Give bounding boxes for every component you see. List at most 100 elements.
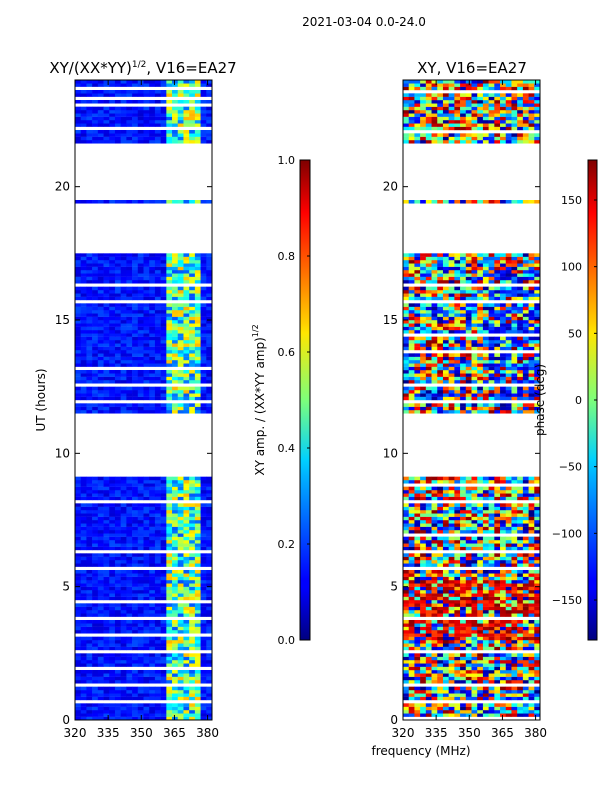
heatmap-cell: [420, 696, 427, 701]
heatmap-cell: [166, 320, 173, 324]
heatmap-cell: [132, 386, 139, 391]
heatmap-cell: [114, 620, 121, 624]
heatmap-cell: [97, 553, 104, 557]
heatmap-cell: [120, 113, 127, 117]
heatmap-cell: [132, 260, 139, 264]
heatmap-cell: [160, 673, 167, 677]
heatmap-cell: [465, 693, 472, 697]
heatmap-cell: [425, 536, 432, 541]
heatmap-cell: [420, 626, 427, 631]
heatmap-cell: [86, 536, 93, 541]
heatmap-cell: [172, 586, 179, 591]
heatmap-cell: [528, 370, 535, 374]
heatmap-cell: [517, 563, 524, 567]
heatmap-cell: [460, 493, 467, 497]
heatmap-cell: [189, 83, 196, 87]
heatmap-cell: [200, 646, 207, 651]
heatmap-cell: [194, 586, 201, 591]
heatmap-cell: [86, 123, 93, 127]
heatmap-cell: [137, 266, 144, 271]
heatmap-cell: [160, 716, 167, 721]
heatmap-cell: [408, 640, 415, 644]
heatmap-cell: [200, 686, 207, 691]
heatmap-cell: [414, 390, 421, 394]
heatmap-cell: [511, 596, 518, 601]
heatmap-cell: [109, 263, 116, 267]
heatmap-cell: [442, 590, 449, 594]
heatmap-cell: [183, 390, 190, 394]
heatmap-cell: [92, 676, 99, 681]
heatmap-cell: [206, 486, 213, 491]
heatmap-cell: [500, 553, 507, 557]
heatmap-cell: [505, 540, 512, 544]
heatmap-cell: [166, 393, 173, 397]
heatmap-cell: [442, 690, 449, 694]
heatmap-cell: [425, 546, 432, 551]
heatmap-cell: [420, 676, 427, 681]
heatmap-cell: [477, 336, 484, 341]
heatmap-cell: [92, 276, 99, 281]
heatmap-cell: [414, 606, 421, 611]
heatmap-cell: [431, 330, 438, 334]
heatmap-cell: [482, 653, 489, 657]
heatmap-cell: [488, 540, 495, 544]
heatmap-cell: [414, 380, 421, 384]
heatmap-cell: [206, 303, 213, 307]
heatmap-cell: [92, 346, 99, 351]
heatmap-cell: [149, 676, 156, 681]
heatmap-cell: [522, 540, 529, 544]
heatmap-cell: [189, 486, 196, 491]
heatmap-cell: [166, 396, 173, 401]
heatmap-cell: [511, 476, 518, 481]
heatmap-cell: [494, 380, 501, 384]
heatmap-cell: [126, 713, 133, 717]
heatmap-cell: [408, 386, 415, 391]
heatmap-cell: [200, 110, 207, 114]
heatmap-cell: [194, 553, 201, 557]
heatmap-cell: [154, 690, 161, 694]
heatmap-cell: [189, 563, 196, 567]
heatmap-cell: [166, 636, 173, 641]
heatmap-cell: [132, 290, 139, 294]
heatmap-cell: [86, 136, 93, 141]
heatmap-cell: [120, 333, 127, 337]
heatmap-cell: [414, 693, 421, 697]
heatmap-cell: [528, 506, 535, 511]
heatmap-cell: [126, 490, 133, 494]
heatmap-cell: [408, 686, 415, 691]
heatmap-cell: [114, 280, 121, 284]
heatmap-cell: [143, 316, 150, 321]
heatmap-cell: [528, 620, 535, 624]
heatmap-cell: [154, 346, 161, 351]
heatmap-cell: [172, 590, 179, 594]
heatmap-cell: [465, 360, 472, 364]
heatmap-cell: [86, 483, 93, 487]
heatmap-cell: [534, 406, 541, 411]
heatmap-cell: [431, 653, 438, 657]
heatmap-cell: [534, 506, 541, 511]
heatmap-cell: [200, 630, 207, 634]
heatmap-cell: [522, 686, 529, 691]
heatmap-cell: [534, 636, 541, 641]
heatmap-cell: [194, 200, 201, 204]
heatmap-cell: [114, 676, 121, 681]
colorbar-tick-label: 0.4: [278, 442, 296, 455]
heatmap-cell: [92, 630, 99, 634]
heatmap-cell: [137, 553, 144, 557]
heatmap-cell: [172, 660, 179, 664]
heatmap-cell: [75, 386, 82, 391]
heatmap-cell: [183, 606, 190, 611]
heatmap-cell: [149, 306, 156, 311]
heatmap-cell: [454, 573, 461, 577]
heatmap-cell: [120, 496, 127, 501]
heatmap-cell: [200, 593, 207, 597]
heatmap-cell: [92, 643, 99, 647]
heatmap-cell: [511, 353, 518, 357]
heatmap-cell: [200, 120, 207, 124]
heatmap-cell: [206, 340, 213, 344]
heatmap-cell: [97, 83, 104, 87]
heatmap-cell: [488, 586, 495, 591]
heatmap-cell: [500, 363, 507, 367]
heatmap-cell: [75, 583, 82, 587]
heatmap-cell: [143, 123, 150, 127]
